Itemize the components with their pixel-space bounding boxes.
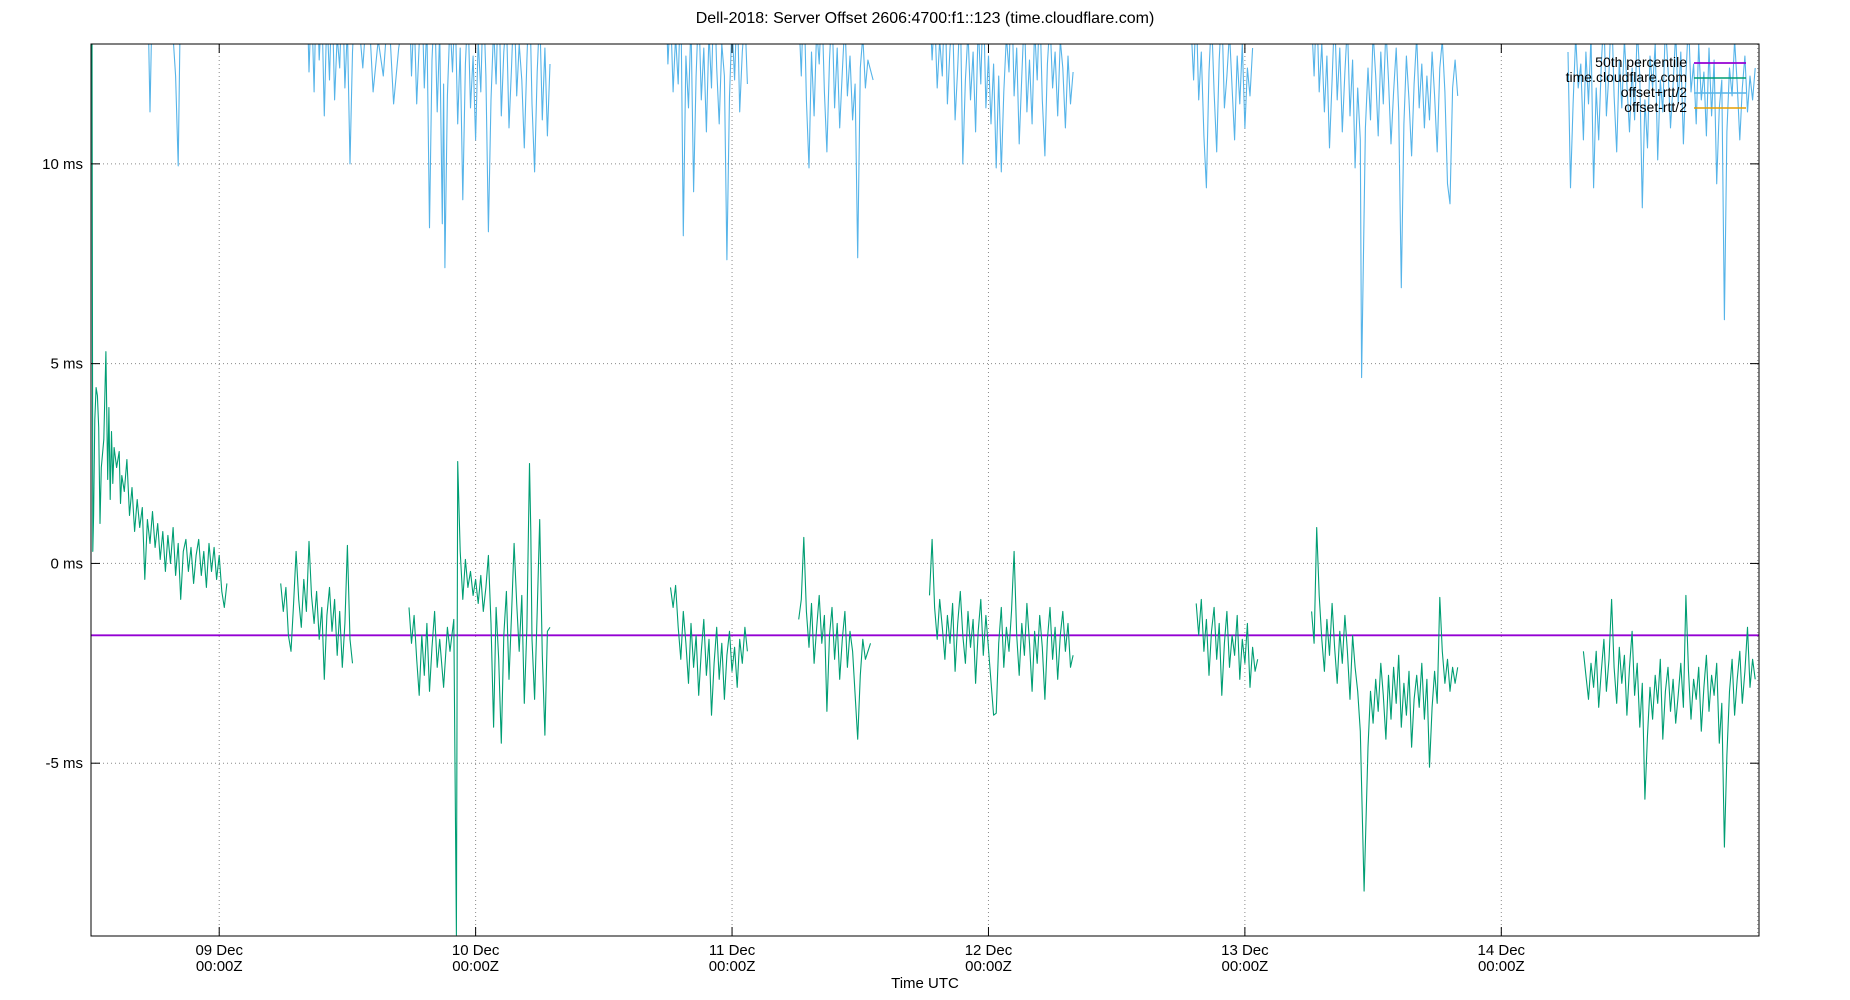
grid-layer [91,44,1759,936]
plot-frame-layer [90,43,1760,937]
x-tick-label-date: 12 Dec [965,942,1013,959]
x-tick-label-time: 00:00Z [709,958,756,975]
x-tick-label-time: 00:00Z [452,958,499,975]
x-tick-label-date: 13 Dec [1221,942,1269,959]
legend: 50th percentile time.cloudflare.com offs… [1566,54,1746,115]
series-offset-rtt-2 [148,44,1756,379]
chart-title: Dell-2018: Server Offset 2606:4700:f1::1… [696,10,1155,27]
y-tick-label: 0 ms [50,555,83,572]
x-tick-label-date: 09 Dec [195,942,243,959]
x-tick-label-date: 10 Dec [452,942,500,959]
legend-sample-lines [1694,62,1746,109]
legend-label-time-cloudflare-com: time.cloudflare.com [1566,69,1687,85]
series-layer [91,44,1759,936]
x-tick-label-time: 00:00Z [1478,958,1525,975]
x-tick-label-date: 14 Dec [1478,942,1526,959]
plot-border [90,43,1760,937]
legend-label-50th-percentile: 50th percentile [1595,54,1687,70]
x-axis-title: Time UTC [891,975,959,992]
legend-label-offset-minus-rtt2: offset-rtt/2 [1624,99,1687,115]
x-tick-label-time: 00:00Z [196,958,243,975]
x-tick-label-time: 00:00Z [1222,958,1269,975]
legend-label-offset-plus-rtt2: offset+rtt/2 [1621,84,1687,100]
series-time-cloudflare-com [91,44,1756,936]
y-tick-label: -5 ms [46,755,84,772]
y-tick-label: 10 ms [42,156,83,173]
y-tick-label: 5 ms [50,356,83,373]
x-tick-label-time: 00:00Z [965,958,1012,975]
x-tick-label-date: 11 Dec [709,942,756,959]
